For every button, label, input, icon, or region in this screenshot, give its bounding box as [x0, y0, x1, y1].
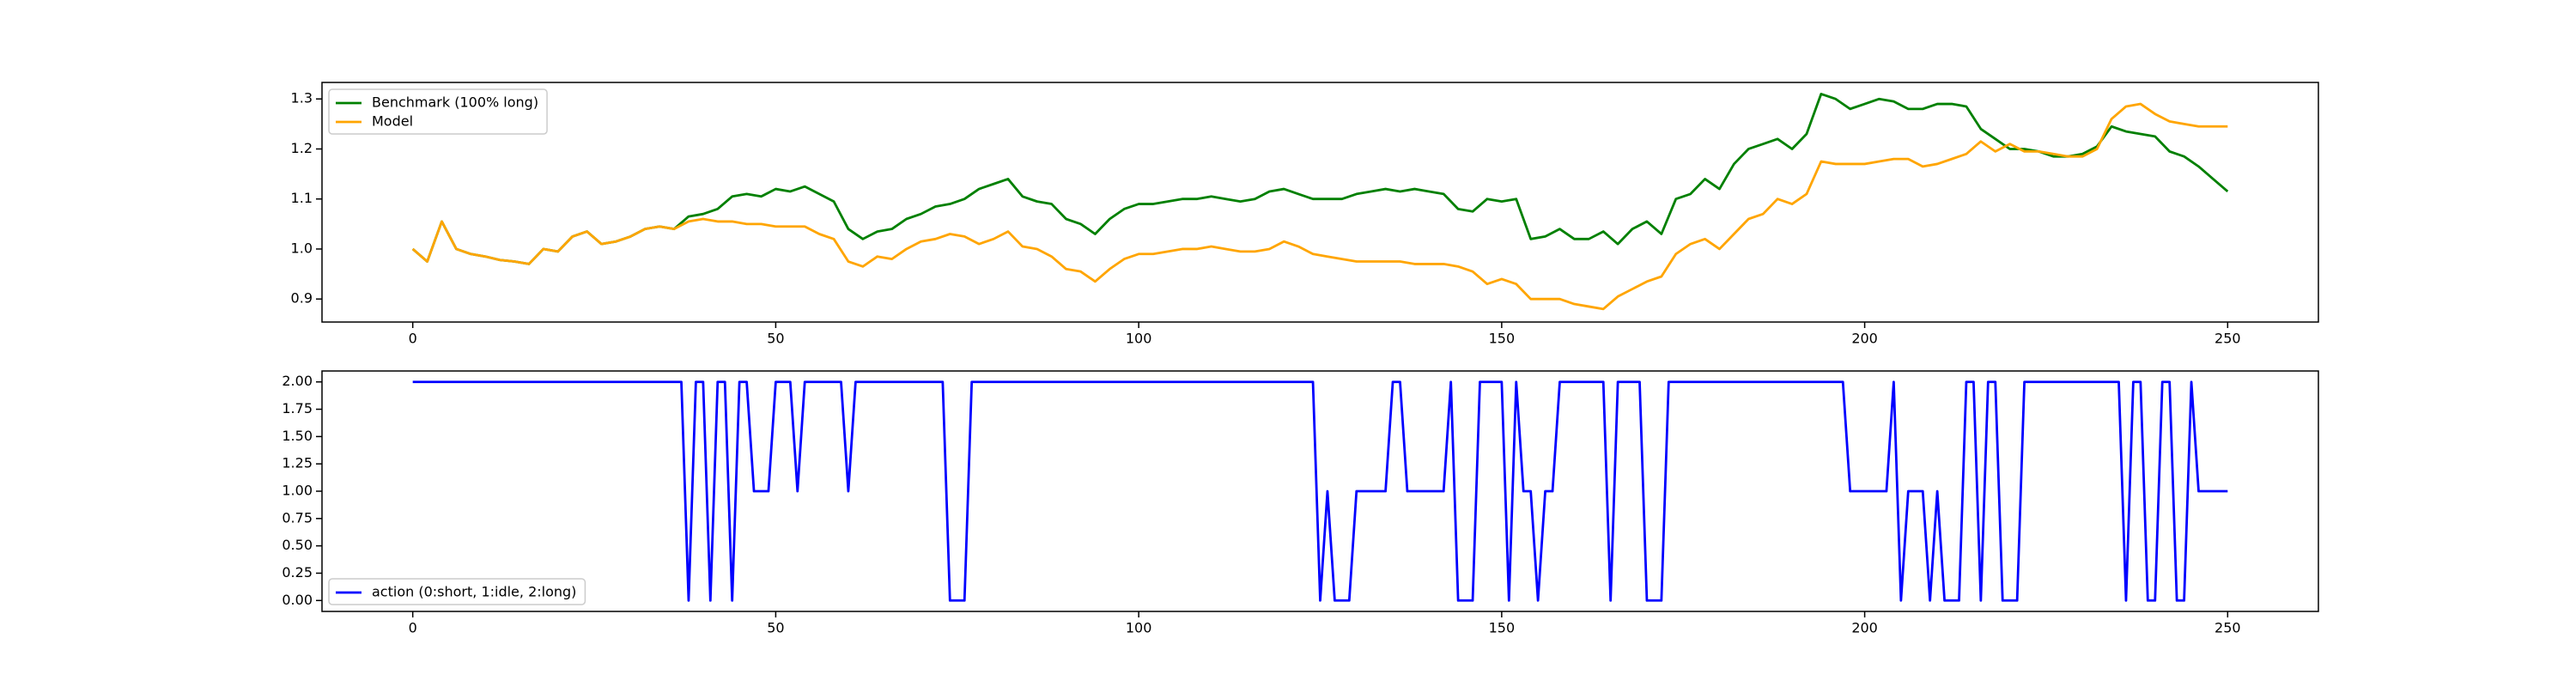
x-tick-label: 250: [2215, 620, 2241, 636]
x-tick-label: 150: [1489, 620, 1516, 636]
y-tick-label: 1.1: [291, 190, 313, 206]
axes-frame: [321, 82, 2319, 323]
x-tick-label: 100: [1126, 331, 1152, 347]
x-tick-label: 100: [1126, 620, 1152, 636]
legend-label: action (0:short, 1:idle, 2:long): [372, 584, 576, 600]
y-tick-label: 2.00: [282, 373, 313, 389]
series-line: [412, 380, 2228, 602]
y-tick-label: 1.0: [291, 240, 313, 256]
plot-area: [322, 82, 2318, 322]
legend: action (0:short, 1:idle, 2:long): [328, 578, 586, 605]
y-tick-label: 0.75: [282, 509, 313, 526]
legend-frame: [328, 578, 586, 605]
x-tick-label: 200: [1851, 620, 1878, 636]
series-line: [411, 102, 2228, 311]
y-tick-label: 1.75: [282, 400, 313, 416]
x-tick-label: 200: [1851, 331, 1878, 347]
y-tick-label: 1.3: [291, 90, 313, 106]
x-tick-label: 50: [767, 331, 784, 347]
legend-label: Model: [372, 113, 413, 130]
y-tick-label: 0.9: [291, 290, 313, 307]
y-tick-label: 0.50: [282, 537, 313, 553]
y-tick-label: 0.25: [282, 564, 313, 581]
y-tick-label: 0.00: [282, 592, 313, 608]
y-tick-label: 1.2: [291, 140, 313, 156]
x-tick-label: 250: [2215, 331, 2241, 347]
legend-label: Benchmark (100% long): [372, 94, 538, 111]
x-tick-label: 0: [409, 620, 417, 636]
y-tick-label: 1.25: [282, 455, 313, 471]
axes-frame: [321, 370, 2319, 612]
y-tick-label: 1.00: [282, 483, 313, 499]
x-tick-label: 0: [409, 331, 417, 347]
y-tick-label: 1.50: [282, 428, 313, 444]
legend: Benchmark (100% long) Model: [328, 88, 548, 135]
legend-frame: [328, 88, 548, 135]
series-line: [411, 93, 2229, 265]
x-tick-label: 50: [767, 620, 784, 636]
x-tick-label: 150: [1489, 331, 1516, 347]
